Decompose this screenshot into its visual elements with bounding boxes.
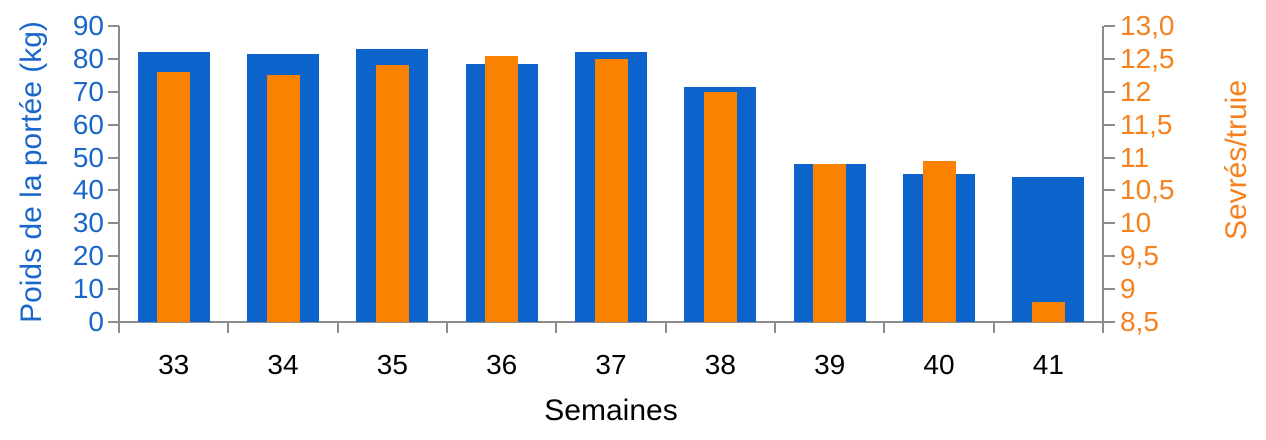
right-axis-tick-label: 11,5 — [1120, 108, 1173, 140]
left-axis-tick-mark — [108, 156, 119, 159]
x-axis-tick-mark — [1102, 322, 1104, 333]
right-axis-tick-label: 13,0 — [1120, 10, 1175, 41]
left-axis-line — [118, 26, 120, 323]
left-axis-tick-label: 20 — [72, 240, 104, 272]
right-axis-tick-mark — [1104, 222, 1115, 225]
right-axis-tick-label: 12 — [1120, 75, 1152, 107]
x-axis-tick-mark — [336, 322, 339, 333]
left-axis-tick-label: 50 — [72, 141, 104, 173]
right-axis-tick-label: 8,5 — [1120, 306, 1159, 337]
left-axis-tick-label: 40 — [72, 174, 104, 206]
x-axis-tick-mark — [555, 322, 558, 333]
right-axis-tick-label: 10 — [1120, 207, 1152, 239]
left-axis-tick-mark — [108, 189, 119, 192]
bar-sevres-38 — [703, 91, 737, 322]
right-axis-tick-mark — [1104, 90, 1115, 93]
bar-sevres-36 — [485, 55, 519, 322]
right-axis-tick-label: 11 — [1120, 141, 1150, 173]
x-axis-tick-mark — [118, 322, 120, 333]
right-axis-tick-mark — [1104, 156, 1115, 159]
left-axis-tick-label: 60 — [72, 108, 104, 140]
left-axis-tick-mark — [108, 222, 119, 225]
right-axis-tick-label: 10,5 — [1120, 174, 1175, 206]
x-axis-line — [108, 321, 1114, 323]
right-axis-tick-mark — [1104, 57, 1115, 60]
x-axis-category-label: 33 — [158, 349, 190, 380]
x-axis-category-label: 41 — [1032, 349, 1064, 380]
right-axis-tick-mark — [1104, 189, 1115, 192]
x-axis-category-label: 36 — [486, 349, 518, 380]
x-axis-category-label: 37 — [595, 349, 627, 380]
x-axis-tick-mark — [664, 322, 667, 333]
x-axis-title: Semaines — [544, 394, 678, 427]
left-axis-tick-label: 90 — [72, 10, 104, 41]
x-axis-category-label: 39 — [814, 349, 846, 380]
bar-poids-41 — [1012, 177, 1085, 322]
bar-sevres-35 — [375, 65, 409, 322]
left-axis-tick-mark — [108, 255, 119, 258]
x-axis-tick-mark — [446, 322, 448, 333]
bar-sevres-37 — [594, 58, 628, 322]
x-axis-tick-mark — [774, 322, 776, 333]
left-axis-title: Poids de la portée (kg) — [15, 21, 48, 323]
right-axis-tick-label: 12,5 — [1120, 42, 1175, 74]
right-axis-line — [1102, 26, 1104, 323]
left-axis-tick-label: 30 — [72, 207, 104, 239]
left-axis-tick-label: 0 — [88, 306, 104, 337]
right-axis-tick-mark — [1104, 255, 1115, 258]
left-axis-tick-mark — [108, 288, 119, 291]
right-axis-title: Sevrés/truie — [1220, 79, 1253, 241]
right-axis-tick-mark — [1104, 321, 1115, 323]
bar-sevres-33 — [157, 72, 191, 322]
x-axis-category-label: 40 — [923, 349, 955, 380]
x-axis-category-label: 38 — [704, 349, 736, 380]
x-axis-tick-mark — [992, 322, 995, 333]
x-axis-category-label: 35 — [376, 349, 408, 380]
bar-sevres-34 — [266, 75, 300, 322]
left-axis-tick-mark — [108, 123, 119, 126]
left-axis-tick-mark — [108, 25, 119, 27]
right-axis-tick-label: 9 — [1120, 273, 1136, 305]
left-axis-tick-mark — [108, 57, 119, 60]
right-axis-tick-mark — [1104, 288, 1115, 291]
bar-sevres-39 — [813, 164, 847, 322]
bar-sevres-41 — [1031, 302, 1065, 322]
left-axis-tick-mark — [108, 90, 119, 93]
left-axis-tick-label: 10 — [72, 273, 104, 305]
right-axis-tick-label: 9,5 — [1120, 240, 1159, 272]
right-axis-tick-mark — [1104, 25, 1115, 27]
x-axis-category-label: 34 — [267, 349, 299, 380]
x-axis-tick-mark — [883, 322, 886, 333]
left-axis-tick-mark — [108, 321, 119, 323]
x-axis-tick-mark — [227, 322, 230, 333]
left-axis-tick-label: 80 — [72, 42, 104, 74]
left-axis-tick-label: 70 — [72, 75, 104, 107]
right-axis-tick-mark — [1104, 123, 1115, 126]
bar-sevres-40 — [922, 160, 956, 322]
